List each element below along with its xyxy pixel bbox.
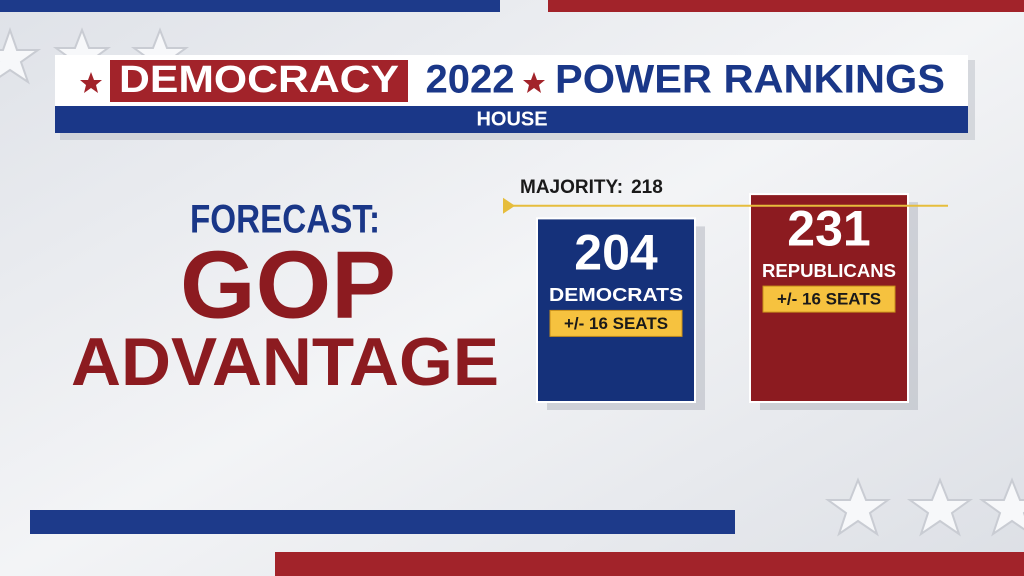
value-label: 231 [787,200,870,256]
error-box [549,309,683,337]
chart: 204 DEMOCRATS +/- 16 SEATS 231 REPUBLICANS +/… [503,177,948,410]
error-box [762,285,896,313]
headline-line1: GOP [180,231,396,338]
headline-line2: ADVANTAGE [71,324,499,400]
year: 2022 [426,58,515,102]
brand-box [110,60,408,102]
stripe [30,510,735,534]
star [80,72,102,93]
reference-label: MAJORITY: [520,177,623,198]
banner-band [55,106,968,133]
value-label: 204 [574,225,658,281]
series-name: DEMOCRATS [549,285,683,305]
subtitle: HOUSE [476,108,547,130]
error-label: +/- 16 SEATS [564,314,668,333]
brand: DEMOCRACY [119,59,399,101]
series-name: REPUBLICANS [762,261,896,281]
headline-kicker: FORECAST: [190,198,380,242]
reference-marker [503,197,515,214]
title: POWER RANKINGS [555,58,945,102]
stripe [275,552,1024,576]
stripe [548,0,1024,12]
stripe [0,0,500,12]
reference-value: 218 [631,177,663,198]
error-label: +/- 16 SEATS [777,290,881,309]
star [523,72,545,93]
